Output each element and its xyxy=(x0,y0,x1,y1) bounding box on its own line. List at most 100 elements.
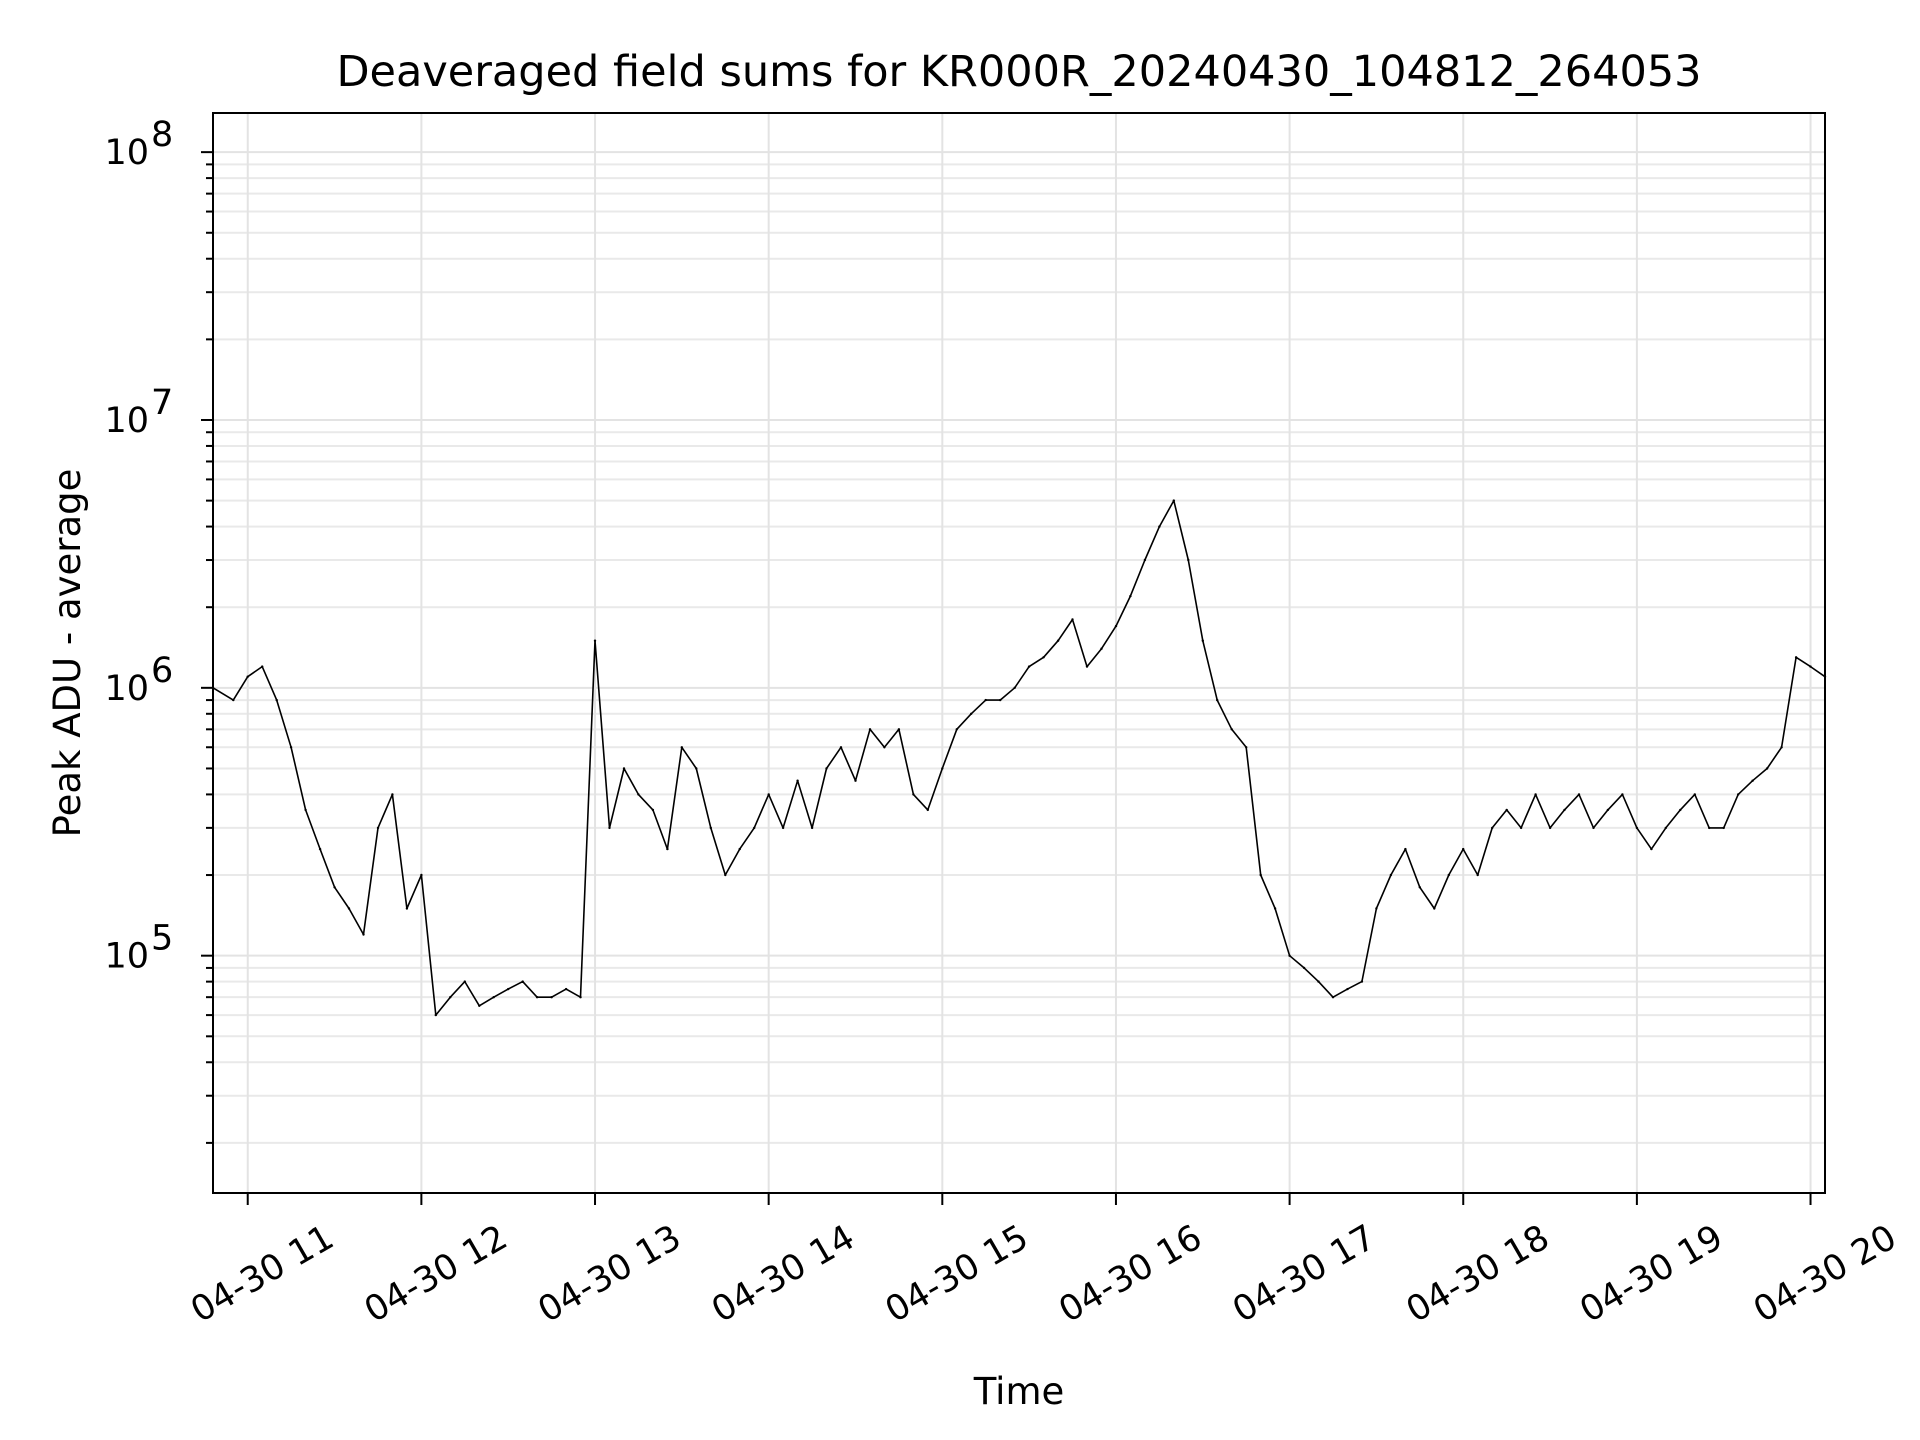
data-point xyxy=(405,907,409,910)
data-point xyxy=(796,779,799,782)
data-point xyxy=(999,698,1002,702)
data-point xyxy=(391,793,394,796)
data-point xyxy=(1056,639,1060,642)
data-point xyxy=(666,847,669,851)
plot-frame xyxy=(212,112,1826,1194)
data-point xyxy=(1013,686,1016,689)
x-tick-label: 04-30 16 xyxy=(1053,1218,1209,1331)
data-point xyxy=(362,933,365,936)
data-point xyxy=(1621,793,1624,796)
y-tick-label: 10 xyxy=(104,401,149,441)
grid-layer xyxy=(213,113,1825,1193)
data-point xyxy=(724,873,727,877)
data-point xyxy=(1143,558,1147,562)
x-tick-label: 04-30 15 xyxy=(879,1218,1035,1331)
data-point xyxy=(535,996,539,999)
data-point xyxy=(709,826,712,830)
data-point xyxy=(883,746,886,749)
data-point xyxy=(275,698,278,702)
data-point xyxy=(1302,966,1306,970)
data-point xyxy=(868,728,872,731)
x-tick-label: 04-30 20 xyxy=(1747,1218,1903,1331)
data-point xyxy=(478,1004,481,1007)
data-point xyxy=(1158,525,1161,528)
data-point xyxy=(1650,847,1653,851)
data-point xyxy=(984,698,987,702)
x-axis-label: Time xyxy=(973,1370,1065,1413)
data-point xyxy=(767,793,770,796)
data-point xyxy=(1476,873,1479,877)
data-point xyxy=(1201,639,1205,642)
data-point xyxy=(1360,980,1364,983)
data-point xyxy=(810,826,814,830)
data-layer xyxy=(211,499,1827,1017)
data-point xyxy=(463,980,466,983)
data-point xyxy=(593,639,597,642)
data-point xyxy=(579,996,582,999)
y-tick-label: 10 xyxy=(104,133,149,173)
y-axis-label: Peak ADU - average xyxy=(46,469,89,838)
data-point xyxy=(1404,847,1407,851)
data-point xyxy=(1708,826,1711,830)
data-point xyxy=(1187,558,1190,562)
data-point xyxy=(854,779,857,782)
x-tick-label: 04-30 17 xyxy=(1226,1218,1382,1331)
data-point xyxy=(1433,907,1436,910)
data-point xyxy=(304,808,307,812)
data-point xyxy=(1273,907,1277,910)
data-point xyxy=(680,746,683,749)
data-point xyxy=(1375,907,1378,910)
data-point xyxy=(449,996,452,999)
data-point xyxy=(521,980,524,983)
data-point xyxy=(1071,618,1074,621)
data-point xyxy=(507,987,510,991)
y-tick-label: 10 xyxy=(104,669,149,709)
data-point xyxy=(1780,746,1783,749)
y-tick-label-exponent: 5 xyxy=(151,919,173,959)
data-point xyxy=(1331,996,1335,999)
data-point xyxy=(897,728,901,731)
data-point xyxy=(1418,886,1422,889)
data-point xyxy=(1679,808,1682,812)
data-point xyxy=(232,698,235,702)
data-point xyxy=(926,808,929,812)
data-point xyxy=(1664,826,1668,830)
data-point xyxy=(420,873,423,877)
x-tick-label: 04-30 13 xyxy=(532,1218,688,1331)
data-point xyxy=(1245,746,1248,749)
y-tick-label-exponent: 7 xyxy=(151,383,173,423)
data-point xyxy=(738,847,741,851)
data-point xyxy=(1100,647,1103,650)
x-tick-label: 04-30 14 xyxy=(705,1218,861,1331)
data-point xyxy=(608,826,611,830)
data-point xyxy=(347,907,351,910)
data-point xyxy=(1259,873,1262,877)
x-tick-label: 04-30 11 xyxy=(184,1218,340,1331)
data-point xyxy=(651,808,655,812)
data-point xyxy=(637,793,640,796)
x-tick-label: 04-30 18 xyxy=(1400,1218,1556,1331)
data-point xyxy=(1534,793,1537,796)
data-point xyxy=(1491,826,1494,830)
data-point xyxy=(941,767,944,770)
data-point xyxy=(550,996,553,999)
data-point xyxy=(781,826,785,830)
data-point xyxy=(622,767,626,770)
data-point xyxy=(1114,624,1118,628)
data-point xyxy=(753,826,756,830)
data-point xyxy=(434,1013,437,1017)
data-point xyxy=(912,793,915,796)
data-point xyxy=(1027,665,1031,668)
data-point xyxy=(1592,826,1595,830)
data-point xyxy=(1635,826,1639,830)
data-point xyxy=(1751,779,1754,782)
data-point xyxy=(1172,499,1176,502)
data-point xyxy=(333,886,336,889)
data-point xyxy=(1765,767,1769,770)
data-point xyxy=(1288,954,1291,957)
data-point xyxy=(1606,808,1610,812)
data-point xyxy=(1230,728,1233,731)
data-point xyxy=(1548,826,1552,830)
